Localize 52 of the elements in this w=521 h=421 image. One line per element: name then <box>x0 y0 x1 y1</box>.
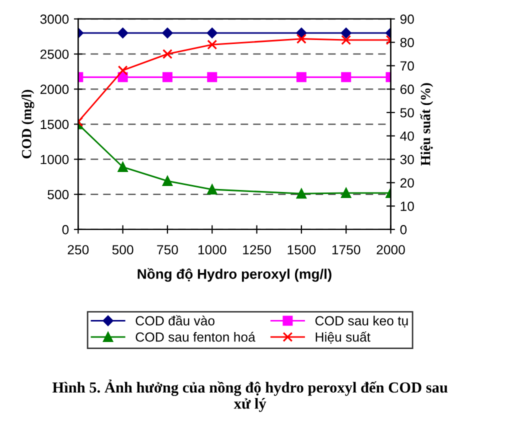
point <box>206 28 218 38</box>
y2-tick-label: 80 <box>400 38 414 48</box>
point <box>296 28 307 38</box>
x-tick-label: 1500 <box>288 245 316 254</box>
point <box>207 72 218 82</box>
point <box>296 34 306 44</box>
legend-label: COD đầu vào <box>136 315 214 326</box>
y2-tick-label: 50 <box>400 108 414 118</box>
text: Hình 5. Ảnh hưởng của nồng độ hydro peroxyl đến COD sau xử lý <box>52 380 448 412</box>
x-axis-title: Nồng độ Hydro peroxyl (mg/l) <box>138 268 332 282</box>
y2-tick-label: 20 <box>400 178 414 188</box>
y-tick-label: 1000 <box>40 154 69 164</box>
point <box>296 72 306 82</box>
x-tick-label: 250 <box>68 245 89 254</box>
y2-tick-label: 10 <box>400 202 414 211</box>
y-tick-label: 2000 <box>40 84 69 94</box>
legend-label: COD sau fenton hoá <box>136 332 256 342</box>
x-tick-label: 1250 <box>243 245 271 254</box>
point <box>341 188 352 198</box>
y-tick-label: 500 <box>48 190 69 200</box>
legend-label: COD sau keo tụ <box>315 316 408 328</box>
y-tick-label: 3000 <box>40 14 69 24</box>
point <box>207 40 218 50</box>
y2-tick-label: 90 <box>400 14 414 24</box>
x-tick-label: 1000 <box>198 245 226 254</box>
point <box>341 72 352 82</box>
x-tick-label: 1750 <box>332 245 360 254</box>
y2-axis-title: Hiệu suất (%) <box>420 83 434 166</box>
y-axis-title: COD (mg/l) <box>22 90 34 158</box>
legend-label: Hiệu suất <box>316 331 370 344</box>
point <box>118 28 128 38</box>
point <box>162 72 172 82</box>
point <box>162 176 172 186</box>
point <box>118 162 128 172</box>
point <box>207 184 218 194</box>
point <box>162 28 173 38</box>
x-tick-label: 500 <box>112 245 134 254</box>
y-tick-label: 1500 <box>40 120 69 130</box>
y2-tick-label: 0 <box>400 225 407 234</box>
point <box>118 65 128 76</box>
y2-tick-label: 70 <box>400 61 414 71</box>
y-tick-label: 2500 <box>40 50 69 59</box>
x-tick-label: 750 <box>157 245 178 254</box>
y2-tick-label: 60 <box>400 84 414 94</box>
x-tick-label: 2000 <box>376 245 405 254</box>
point <box>340 28 352 38</box>
point <box>341 34 352 45</box>
y2-tick-label: 30 <box>400 154 414 164</box>
point <box>296 188 306 199</box>
y2-tick-label: 40 <box>400 131 414 141</box>
y-tick-label: 0 <box>62 225 69 234</box>
point <box>162 49 172 60</box>
